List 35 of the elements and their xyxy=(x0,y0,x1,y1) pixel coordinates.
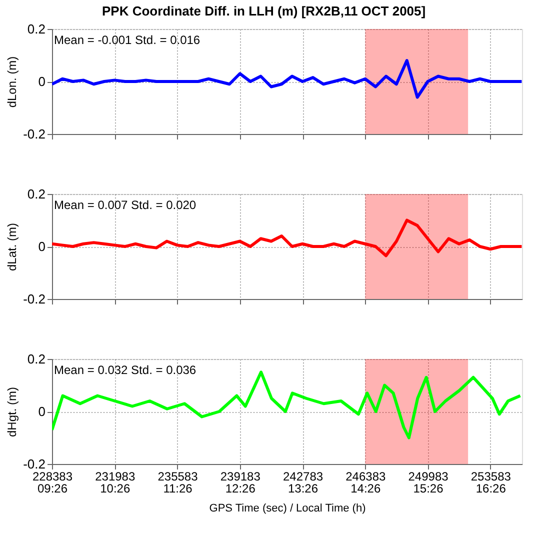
y-axis-title: dLon. (m) xyxy=(5,56,20,108)
chart-title: PPK Coordinate Diff. in LLH (m) [RX2B,11 OCT 2005] xyxy=(102,4,426,18)
x-tick-label: 253583 xyxy=(470,470,512,484)
y-tick-label: 0 xyxy=(38,74,46,89)
x-tick-label: 242783 xyxy=(282,470,324,484)
y-tick-label: 0 xyxy=(38,404,46,419)
x-tick-label: 239183 xyxy=(220,470,261,484)
line-series xyxy=(52,59,522,99)
annotation: Mean = -0.001 Std. = 0.016 xyxy=(54,33,200,47)
x2-tick-label: 10:26 xyxy=(100,482,130,496)
y-tick-label: -0.2 xyxy=(23,126,46,142)
x-tick-label: 228383 xyxy=(32,470,73,484)
x2-tick-label: 14:26 xyxy=(350,482,381,496)
y-axis-title: dHgt. (m) xyxy=(5,386,20,438)
annotation: Mean = 0.007 Std. = 0.020 xyxy=(54,198,196,212)
y-tick-label: -0.2 xyxy=(23,456,46,472)
x2-tick-label: 11:26 xyxy=(163,482,193,496)
x-axis-title: GPS Time (sec) / Local Time (h) xyxy=(209,502,366,514)
y-tick-label: 0.2 xyxy=(27,352,46,366)
x-tick-label: 235583 xyxy=(158,470,198,484)
x-tick-label: 249983 xyxy=(408,470,449,484)
y-axis-title: dLat. (m) xyxy=(5,222,20,272)
x2-tick-label: 16:26 xyxy=(476,482,506,496)
x-tick-label: 246383 xyxy=(346,470,386,484)
y-tick-label: 0.2 xyxy=(27,22,46,36)
x2-tick-label: 15:26 xyxy=(413,482,444,496)
x2-tick-label: 12:26 xyxy=(225,482,256,496)
annotation: Mean = 0.032 Std. = 0.036 xyxy=(54,363,196,377)
x-tick-label: 231983 xyxy=(95,470,136,484)
y-tick-label: -0.2 xyxy=(23,292,46,306)
line-series xyxy=(52,218,522,258)
x2-tick-label: 13:26 xyxy=(288,482,318,496)
y-tick-label: 0 xyxy=(38,239,46,254)
y-tick-label: 0.2 xyxy=(27,186,46,202)
x2-tick-label: 09:26 xyxy=(37,482,68,496)
